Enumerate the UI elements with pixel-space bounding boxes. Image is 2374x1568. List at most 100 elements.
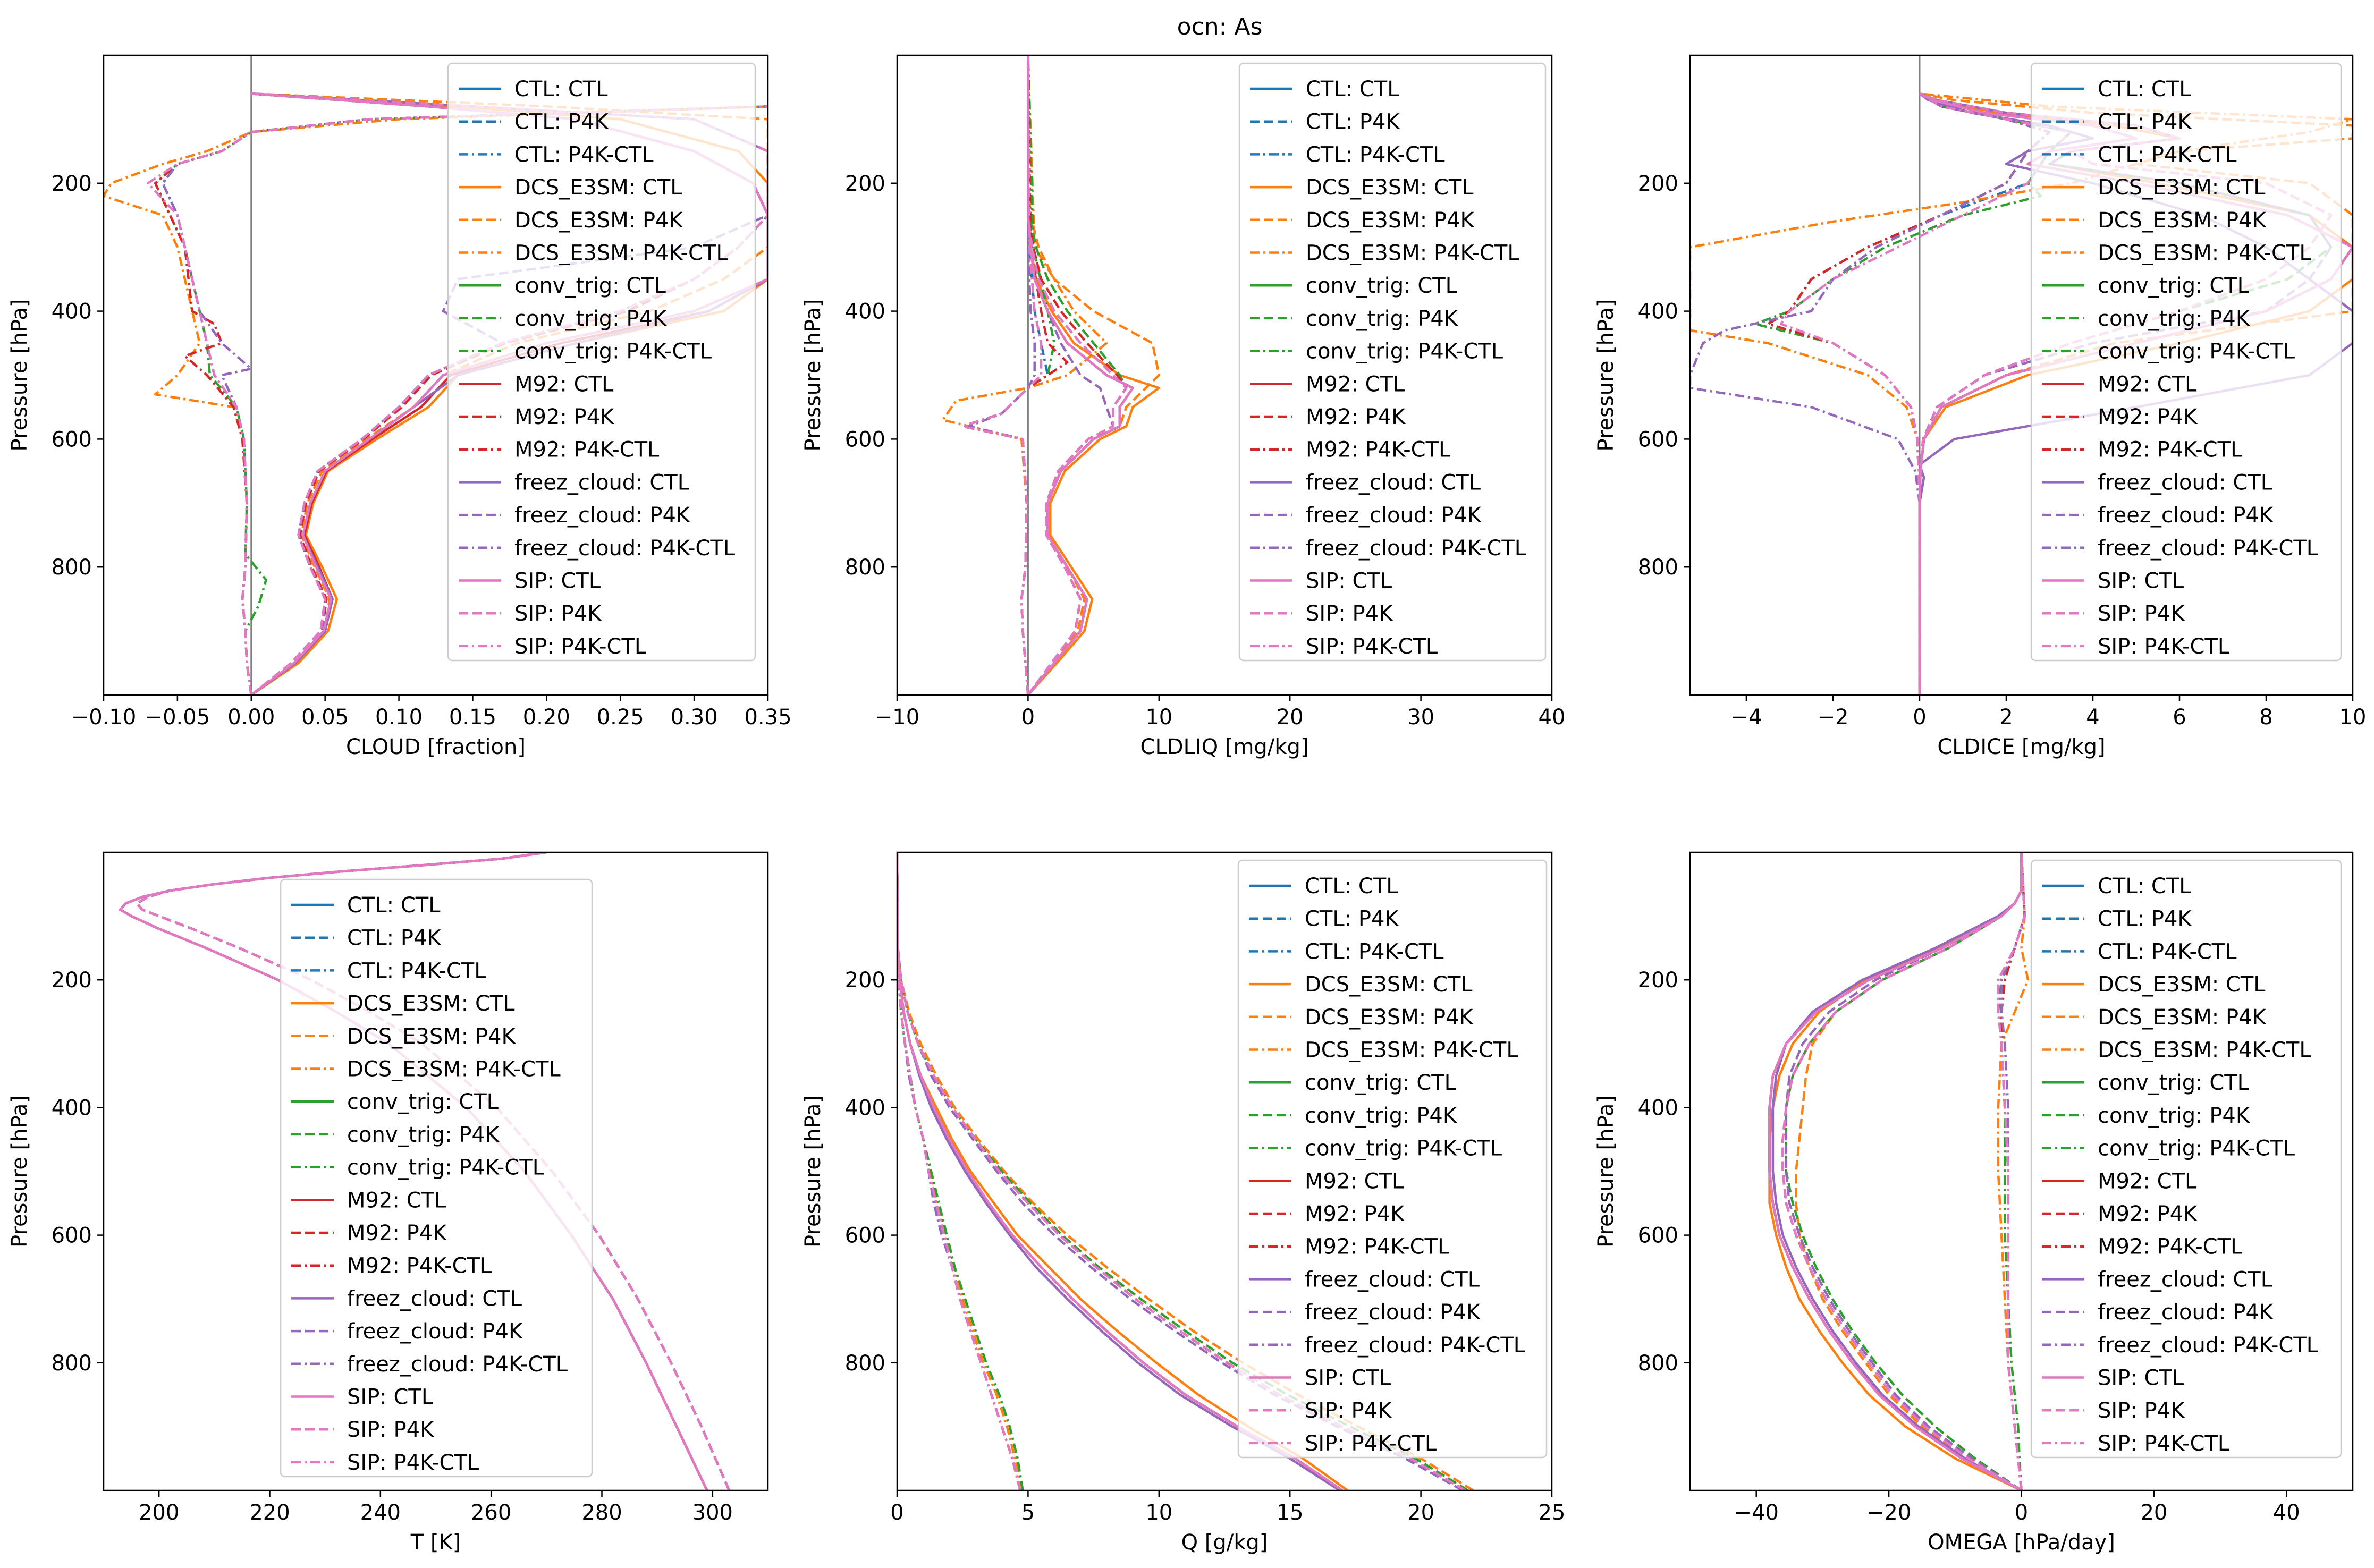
cldliq-legend-label: SIP: P4K-CTL	[1306, 634, 1438, 659]
cldice-legend-label: M92: P4K-CTL	[2098, 438, 2243, 462]
cldliq-series-sip-ctl	[1027, 55, 1134, 695]
cloud-legend-label: SIP: P4K	[514, 601, 602, 626]
q-xtick-label: 15	[1277, 1501, 1304, 1525]
cldliq-legend: CTL: CTL CTL: P4K CTL: P4K-CTL DCS_E3SM: CT…	[1238, 62, 1547, 662]
cldice-xtick-label: 4	[2086, 705, 2099, 730]
cldliq-xlabel: CLDLIQ [mg/kg]	[1140, 735, 1309, 759]
cldice-legend-label: conv_trig: P4K-CTL	[2098, 340, 2295, 364]
cldliq-legend-label: conv_trig: P4K-CTL	[1306, 340, 1503, 364]
cloud-legend-label: conv_trig: CTL	[514, 274, 666, 298]
omega-legend-label: SIP: P4K-CTL	[2098, 1431, 2230, 1456]
omega-legend-label: DCS_E3SM: CTL	[2098, 972, 2266, 997]
t-legend-label: conv_trig: CTL	[347, 1090, 499, 1114]
panel-cldice: −4 −2 0 2 4 6 8 10 200 400 600 800 CLDICE [mg/kg] Pre…	[1594, 54, 2367, 759]
cloud-xtick-label: 0.10	[375, 705, 423, 730]
cloud-legend-label: freez_cloud: P4K-CTL	[514, 536, 736, 561]
t-legend-label: DCS_E3SM: CTL	[347, 991, 515, 1016]
cldliq-legend-label: M92: P4K	[1306, 405, 1406, 429]
q-ytick-label: 800	[845, 1351, 885, 1376]
cldliq-ylabel: Pressure [hPa]	[801, 299, 825, 452]
cldice-legend-label: CTL: CTL	[2098, 77, 2191, 101]
omega-series-dcs-e3sm-p4k	[1795, 852, 2023, 1490]
cldliq-legend-label: conv_trig: CTL	[1306, 274, 1458, 298]
omega-xtick-label: 20	[2140, 1501, 2167, 1525]
cloud-series-sip-p4k-ctl	[147, 105, 768, 695]
q-series-group	[897, 852, 1474, 1490]
cloud-series-m92-p4k	[250, 92, 768, 695]
t-legend-label: M92: P4K-CTL	[347, 1254, 492, 1278]
cldice-legend-label: DCS_E3SM: CTL	[2098, 175, 2266, 200]
omega-ytick-label: 800	[1638, 1351, 1678, 1376]
cloud-legend-label: DCS_E3SM: P4K-CTL	[514, 241, 728, 266]
cldliq-legend-label: M92: P4K-CTL	[1306, 438, 1451, 462]
cloud-xtick-label: 0.20	[523, 705, 570, 730]
t-xtick-label: 220	[249, 1501, 290, 1525]
cloud-legend-label: SIP: P4K-CTL	[514, 634, 647, 659]
cldliq-series-dcs-e3sm-p4k-ctl	[941, 55, 1108, 695]
q-series-conv-trig-p4k	[897, 852, 1469, 1490]
t-legend-label: freez_cloud: P4K	[347, 1319, 523, 1344]
omega-ytick-label: 400	[1638, 1096, 1678, 1120]
q-legend-label: SIP: P4K	[1305, 1399, 1392, 1423]
cldliq-legend-box	[1238, 62, 1547, 662]
t-legend-label: conv_trig: P4K-CTL	[347, 1156, 545, 1180]
cldice-xlabel: CLDICE [mg/kg]	[1937, 735, 2105, 759]
t-legend-label: SIP: CTL	[347, 1385, 434, 1410]
q-series-dcs-e3sm-p4k-ctl	[897, 852, 1024, 1490]
t-legend-label: DCS_E3SM: P4K-CTL	[347, 1057, 561, 1082]
cloud-legend-label: CTL: CTL	[514, 77, 608, 101]
t-xtick-label: 240	[360, 1501, 401, 1525]
figure-suptitle: ocn: As	[1177, 13, 1263, 40]
cloud-legend-label: DCS_E3SM: CTL	[514, 175, 682, 200]
cloud-legend-label: conv_trig: P4K-CTL	[514, 340, 712, 364]
cloud-ytick-label: 600	[52, 427, 92, 452]
t-legend-label: conv_trig: P4K	[347, 1123, 500, 1147]
omega-series-freez-cloud-ctl	[1771, 852, 2023, 1490]
omega-legend-label: freez_cloud: CTL	[2098, 1267, 2273, 1292]
t-series-group	[119, 852, 731, 1490]
cldliq-legend-label: SIP: CTL	[1306, 569, 1392, 594]
t-xtick-label: 300	[692, 1501, 733, 1525]
cldliq-series-sip-p4k-ctl	[961, 55, 1043, 695]
q-ytick-label: 200	[845, 968, 885, 993]
omega-legend-label: CTL: P4K	[2098, 907, 2192, 931]
q-xlabel: Q [g/kg]	[1181, 1530, 1268, 1555]
omega-legend-label: DCS_E3SM: P4K-CTL	[2098, 1038, 2311, 1063]
cldliq-series-m92-p4k	[1027, 55, 1128, 695]
cloud-legend-label: DCS_E3SM: P4K	[514, 208, 684, 233]
cldliq-series-group	[941, 55, 1161, 695]
cldice-legend-label: conv_trig: CTL	[2098, 274, 2250, 298]
cldice-legend-label: SIP: CTL	[2098, 569, 2184, 594]
cldliq-legend-label: conv_trig: P4K	[1306, 307, 1459, 331]
panel-cloud: −0.10 −0.05 0.00 0.05 0.10 0.15 0.20 0.25 0.30 0.…	[7, 54, 792, 759]
cldice-legend-label: DCS_E3SM: P4K	[2098, 208, 2267, 233]
q-legend-label: freez_cloud: P4K-CTL	[1305, 1333, 1526, 1358]
q-legend-label: freez_cloud: P4K	[1305, 1300, 1481, 1325]
q-legend: CTL: CTL CTL: P4K CTL: P4K-CTL DCS_E3SM: CT…	[1237, 859, 1548, 1459]
cldliq-ytick-label: 800	[845, 555, 885, 580]
cloud-series-conv-trig-p4k-ctl	[154, 105, 768, 695]
cldice-series-conv-trig-p4k-ctl	[1754, 92, 2073, 695]
cldliq-series-dcs-e3sm-ctl	[1027, 55, 1161, 695]
omega-series-group	[1768, 852, 2030, 1490]
cloud-legend-label: freez_cloud: CTL	[514, 470, 690, 495]
cldice-xtick-label: 10	[2339, 705, 2367, 730]
omega-ylabel: Pressure [hPa]	[1594, 1095, 1618, 1248]
cldice-legend: CTL: CTL CTL: P4K CTL: P4K-CTL DCS_E3SM: CT…	[2030, 62, 2342, 662]
q-series-sip-ctl	[897, 852, 1344, 1490]
cldice-ylabel: Pressure [hPa]	[1594, 299, 1618, 452]
omega-legend-label: M92: P4K	[2098, 1202, 2198, 1226]
cloud-xtick-label: 0.05	[301, 705, 349, 730]
cldliq-xtick-label: 0	[1021, 705, 1035, 730]
t-legend-box	[280, 878, 593, 1478]
omega-series-sip-ctl	[1768, 852, 2023, 1490]
cldliq-legend-label: freez_cloud: P4K-CTL	[1306, 536, 1527, 561]
cldice-legend-label: SIP: P4K	[2098, 601, 2185, 626]
cldice-legend-label: CTL: P4K-CTL	[2098, 142, 2237, 167]
cloud-ytick-label: 400	[52, 300, 92, 324]
cloud-legend-label: CTL: P4K-CTL	[514, 142, 654, 167]
t-xtick-label: 280	[581, 1501, 622, 1525]
cldliq-series-sip-p4k	[1027, 55, 1128, 695]
omega-ytick-label: 600	[1638, 1224, 1678, 1248]
